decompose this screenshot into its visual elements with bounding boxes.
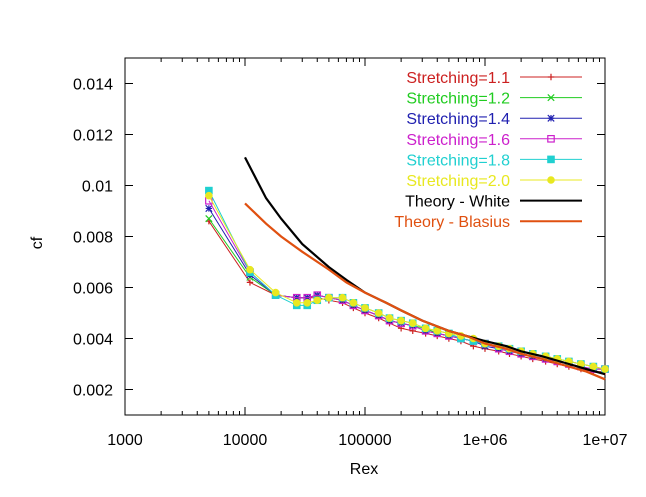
legend-label: Stretching=1.6 [406,132,510,149]
legend-label: Stretching=2.0 [406,173,510,190]
data-point [325,293,333,302]
x-tick-label: 100000 [338,432,391,449]
data-point [313,296,322,305]
legend-marker [547,114,555,122]
y-tick-label: 0.002 [73,383,113,400]
data-point [421,324,430,333]
data-point [361,304,369,312]
data-point [601,365,609,373]
data-point [338,293,347,302]
x-tick-label: 1e+06 [463,432,508,449]
data-point [433,327,442,335]
data-point [385,314,394,322]
data-point [205,191,213,200]
legend-label: Stretching=1.4 [406,111,510,128]
x-axis-title: Rex [350,461,378,478]
data-point [246,265,254,274]
x-tick-label: 10000 [223,432,268,449]
y-tick-label: 0.012 [73,128,113,145]
data-point [246,279,254,286]
data-point [271,288,280,297]
series-line [244,202,606,381]
legend-label: Stretching=1.1 [406,70,510,87]
legend: Stretching=1.1 Stretching=1.2 Stretching=1… [394,70,582,231]
y-tick-label: 0.008 [73,230,113,247]
legend-marker [547,73,555,81]
data-point [349,298,358,307]
y-tick-label: 0.004 [73,332,113,349]
series-layer [205,156,609,381]
x-tick-label: 1000 [107,432,143,449]
legend-label: Stretching=1.2 [406,91,510,108]
axes: 1000 10000 100000 1e+06 1e+07 0.002 0.004 0.006… [73,57,628,449]
data-point [303,298,312,307]
legend-label: Stretching=1.8 [406,152,510,169]
data-point [397,316,405,325]
x-tick-label: 1e+07 [583,432,628,449]
data-point [374,309,383,317]
series-7 [244,202,606,381]
data-point [205,204,213,213]
legend-marker [547,176,555,184]
legend-marker [547,93,555,102]
data-point [408,319,417,328]
y-axis-title: cf [29,236,46,249]
legend-marker [547,155,555,164]
legend-label: Theory - White [405,194,510,211]
data-point [205,215,213,223]
data-point [292,298,301,307]
y-tick-label: 0.006 [73,281,113,298]
data-point [589,362,598,371]
legend-marker [547,135,555,143]
y-tick-label: 0.014 [73,77,113,94]
legend-label: Theory - Blasius [394,214,510,231]
y-tick-label: 0.01 [82,179,113,196]
